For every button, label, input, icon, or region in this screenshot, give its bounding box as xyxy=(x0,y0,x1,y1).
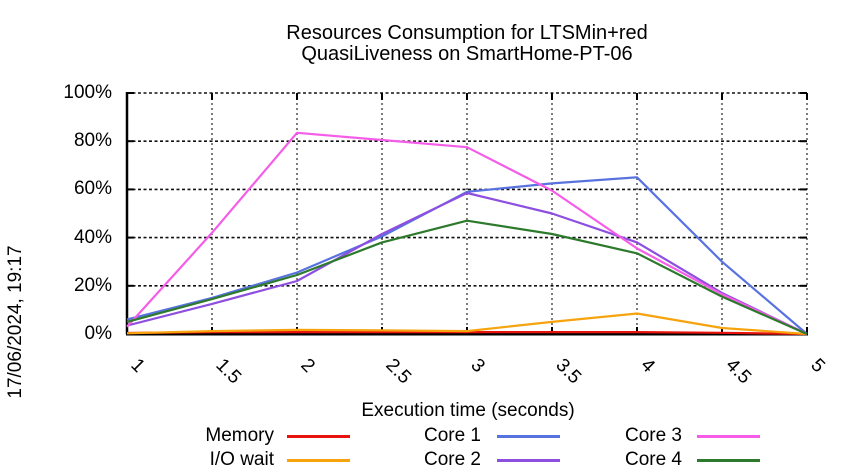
legend-swatch-core-2 xyxy=(497,459,560,462)
x-tick-label: 1.5 xyxy=(211,355,245,389)
series-line-core-4 xyxy=(126,219,808,336)
legend-swatch-i-o-wait xyxy=(287,459,350,462)
y-tick-label: 20% xyxy=(73,274,112,296)
legend-label-core-1: Core 1 xyxy=(423,425,481,446)
x-tick-label: 3.5 xyxy=(551,355,585,389)
series-line-i-o-wait xyxy=(126,312,808,336)
legend-swatch-core-3 xyxy=(697,435,760,438)
legend-label-memory: Memory xyxy=(205,425,274,446)
x-tick-label: 1 xyxy=(126,355,148,377)
x-tick-label: 4.5 xyxy=(721,355,755,389)
y-tick-label: 40% xyxy=(73,226,112,248)
legend-label-core-4: Core 4 xyxy=(624,449,682,470)
x-tick-label: 3 xyxy=(466,355,488,377)
legend-swatch-memory xyxy=(287,435,350,438)
series-line-core-3 xyxy=(126,131,808,335)
x-tick-label: 4 xyxy=(636,355,659,378)
x-axis-label: Execution time (seconds) xyxy=(361,400,575,421)
legend-swatch-core-1 xyxy=(497,435,560,438)
legend-label-core-3: Core 3 xyxy=(624,425,682,446)
y-tick-label: 100% xyxy=(63,82,112,103)
x-tick-label: 2 xyxy=(296,355,318,377)
y-tick-label: 80% xyxy=(73,130,112,152)
x-tick-label: 5 xyxy=(806,355,828,377)
chart-title-line2: QuasiLiveness on SmartHome-PT-06 xyxy=(301,43,633,65)
y-tick-label: 60% xyxy=(73,178,112,200)
series-line-core-2 xyxy=(126,191,808,335)
series-line-core-1 xyxy=(126,176,808,335)
legend-swatch-core-4 xyxy=(697,459,760,462)
chart-title-line1: Resources Consumption for LTSMin+red xyxy=(286,22,648,44)
legend-label-core-2: Core 2 xyxy=(423,449,481,470)
y-tick-label: 0% xyxy=(84,323,112,344)
x-tick-label: 2.5 xyxy=(381,355,415,389)
legend-label-i-o-wait: I/O wait xyxy=(209,449,274,470)
